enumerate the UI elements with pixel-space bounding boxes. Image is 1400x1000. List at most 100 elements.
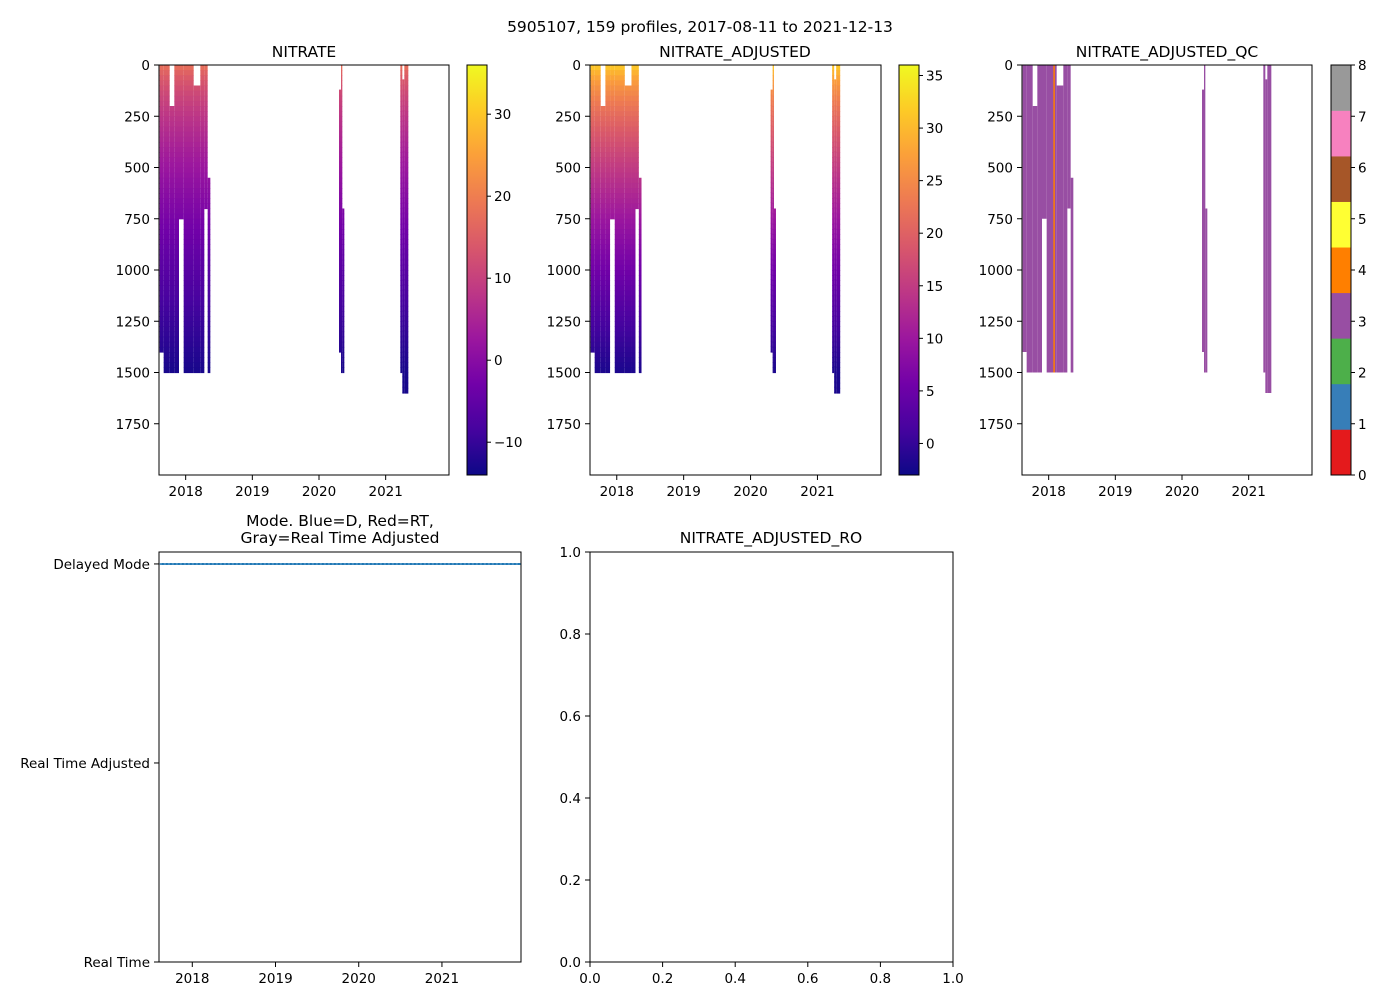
heatmap-cell <box>341 249 343 256</box>
heatmap-cell <box>770 294 773 301</box>
heatmap-cell <box>342 223 345 230</box>
heatmap-cell <box>404 223 409 230</box>
heatmap-cell <box>169 198 175 204</box>
heatmap-cell <box>836 234 841 240</box>
heatmap-cell <box>770 304 773 311</box>
heatmap-cell <box>169 203 175 210</box>
heatmap-cell <box>832 244 835 251</box>
heatmap-cell <box>773 259 776 266</box>
heatmap-cell <box>605 239 611 245</box>
heatmap-cell <box>402 176 405 183</box>
heatmap-cell <box>605 100 611 107</box>
heatmap-cell <box>770 125 773 132</box>
nitrate-adjusted-ro-x-tick-label: 0.8 <box>870 971 891 987</box>
heatmap-cell <box>174 259 179 266</box>
heatmap-cell <box>169 326 175 333</box>
heatmap-cell <box>163 203 170 210</box>
heatmap-cell <box>163 290 170 297</box>
heatmap-cell <box>159 80 164 87</box>
heatmap-cell <box>404 285 409 292</box>
heatmap-cell <box>624 167 632 174</box>
heatmap-cell <box>836 290 841 297</box>
heatmap-cell <box>193 295 201 302</box>
heatmap-cell <box>400 131 403 138</box>
heatmap-cell <box>174 290 179 297</box>
heatmap-cell <box>605 311 611 317</box>
heatmap-cell <box>834 135 837 142</box>
heatmap-cell <box>600 321 606 327</box>
heatmap-cell <box>770 197 773 203</box>
heatmap-cell <box>594 172 601 179</box>
colorbar-tick-label: 25 <box>926 174 943 190</box>
heatmap-cell <box>773 352 776 358</box>
heatmap-cell <box>339 222 341 229</box>
heatmap-cell <box>339 345 341 352</box>
heatmap-cell <box>772 270 774 276</box>
heatmap-cell <box>342 316 345 322</box>
heatmap-cell <box>169 172 175 179</box>
heatmap-cell <box>159 121 164 128</box>
heatmap-cell <box>836 321 841 327</box>
heatmap-cell <box>600 270 606 276</box>
heatmap-cell <box>179 188 184 194</box>
heatmap-cell <box>200 213 205 220</box>
heatmap-cell <box>836 95 841 102</box>
heatmap-cell <box>832 65 835 71</box>
heatmap-cell <box>594 234 601 240</box>
heatmap-cell <box>193 305 201 312</box>
heatmap-cell <box>174 341 179 348</box>
heatmap-cell <box>638 264 642 271</box>
heatmap-cell <box>832 280 835 286</box>
heatmap-cell <box>836 229 841 235</box>
heatmap-cell <box>772 177 774 184</box>
heatmap-cell <box>614 157 625 163</box>
heatmap-cell <box>590 111 595 117</box>
heatmap-cell <box>590 300 595 307</box>
heatmap-cell <box>193 172 201 179</box>
heatmap-cell <box>614 203 625 210</box>
heatmap-cell <box>400 121 403 128</box>
heatmap-cell <box>631 229 636 235</box>
heatmap-cell <box>163 311 170 317</box>
heatmap-cell <box>207 295 211 302</box>
heatmap-cell <box>207 336 211 343</box>
heatmap-cell <box>590 95 595 102</box>
heatmap-cell <box>341 316 343 322</box>
heatmap-cell <box>400 90 403 97</box>
heatmap-cell <box>834 227 837 234</box>
heatmap-cell <box>773 341 776 348</box>
heatmap-cell <box>400 254 403 261</box>
heatmap-cell <box>770 350 773 353</box>
nitrate-adjusted-x-tick-label: 2021 <box>800 484 834 500</box>
heatmap-cell <box>834 207 837 214</box>
heatmap-cell <box>163 295 170 302</box>
heatmap-cell <box>404 321 409 327</box>
heatmap-cell <box>770 181 773 188</box>
heatmap-cell <box>179 203 184 210</box>
heatmap-cell <box>341 259 343 266</box>
heatmap-cell <box>402 376 405 383</box>
heatmap-cell <box>179 198 184 204</box>
heatmap-cell <box>339 330 341 337</box>
heatmap-cell <box>339 156 341 162</box>
heatmap-cell <box>832 75 835 81</box>
heatmap-cell <box>594 331 601 338</box>
heatmap-cell <box>183 341 194 348</box>
heatmap-cell <box>631 85 636 92</box>
heatmap-cell <box>638 193 642 199</box>
nitrate-adjusted-y-tick-label: 500 <box>555 161 581 177</box>
heatmap-cell <box>834 268 837 275</box>
heatmap-cell <box>193 111 201 117</box>
heatmap-cell <box>772 208 774 215</box>
heatmap-cell <box>200 65 205 71</box>
heatmap-cell <box>339 335 341 342</box>
heatmap-cell <box>163 141 170 148</box>
panel-nitrate-adjusted-qc: NITRATE_ADJUSTED_QC 2018 2019 2020 2021 025… <box>979 43 1367 500</box>
heatmap-cell <box>638 223 642 230</box>
heatmap-cell <box>770 166 773 173</box>
heatmap-cell <box>159 188 164 194</box>
heatmap-cell <box>590 65 595 71</box>
heatmap-cell <box>594 136 601 143</box>
heatmap-cell <box>590 208 595 215</box>
heatmap-cell <box>836 131 841 138</box>
